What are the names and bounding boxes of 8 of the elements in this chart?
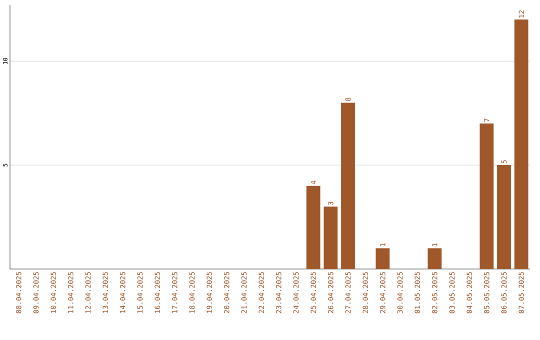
bar — [306, 186, 320, 269]
bar — [341, 102, 355, 269]
bar — [376, 248, 390, 269]
bar — [514, 20, 528, 269]
bar — [497, 165, 511, 269]
bar — [480, 123, 494, 269]
bar — [428, 248, 442, 269]
bar — [324, 206, 338, 269]
